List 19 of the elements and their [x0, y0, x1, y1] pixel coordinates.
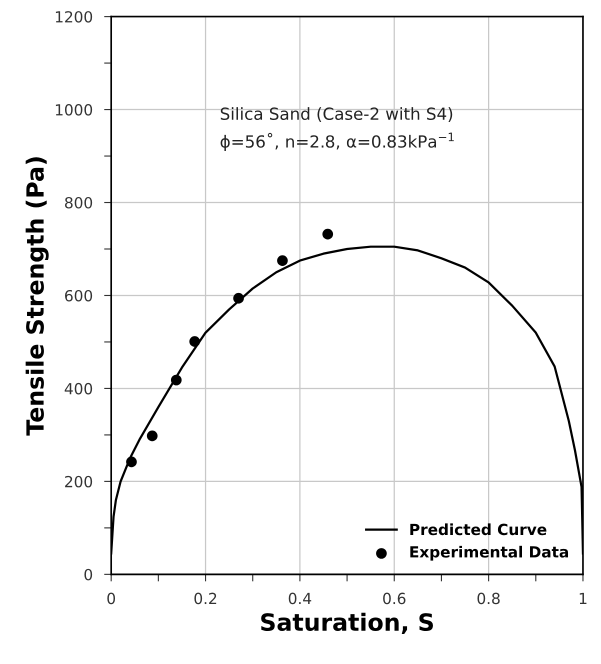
x-tick-label: 0.4: [288, 592, 312, 604]
legend-label: Predicted Curve: [410, 523, 546, 536]
x-tick-label: 0.8: [477, 592, 500, 604]
x-axis-title: Saturation, S: [261, 612, 433, 634]
y-tick-label: 1000: [56, 104, 92, 116]
y-tick-label: 0: [84, 568, 92, 580]
x-tick-label: 0: [107, 592, 116, 604]
annotation: ϕ=56˚, n=2.8, α=0.83kPa$^{−1}$: [220, 132, 454, 152]
y-tick-label: 800: [65, 196, 92, 209]
x-tick-label: 0.6: [383, 592, 406, 604]
y-axis-title: Tensile Strength (Pa): [26, 157, 49, 436]
y-tick-label: 400: [64, 382, 92, 394]
x-tick-label: 0.2: [194, 592, 216, 604]
y-tick-label: 600: [65, 290, 92, 302]
legend-label: Experimental Data: [410, 546, 568, 561]
annotation: Silica Sand (Case-2 with S4): [220, 107, 452, 122]
y-tick-label: 200: [65, 476, 92, 488]
y-tick-label: 1200: [56, 11, 92, 23]
x-tick-label: 1: [580, 592, 586, 604]
